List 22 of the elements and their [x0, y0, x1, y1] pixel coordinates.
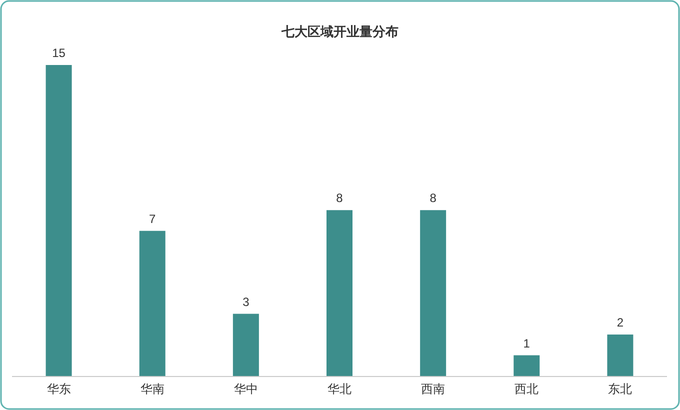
bar: [607, 334, 634, 376]
x-tick-label: 华南: [140, 382, 164, 396]
data-label: 15: [52, 46, 66, 60]
bar: [46, 65, 72, 376]
x-tick-label: 东北: [608, 382, 632, 396]
x-tick-label: 华东: [46, 382, 71, 396]
x-tick-label: 西北: [514, 382, 539, 396]
chart-title: 七大区域开业量分布: [280, 24, 398, 39]
x-tick-label: 华北: [328, 382, 352, 396]
bar: [232, 314, 259, 376]
bar: [420, 210, 446, 376]
bar: [139, 230, 166, 376]
data-label: 7: [149, 212, 156, 226]
data-label: 8: [336, 191, 344, 206]
data-label: 3: [242, 294, 250, 309]
x-tick-label: 华中: [234, 382, 258, 396]
data-label: 2: [616, 316, 624, 330]
bar: [514, 355, 540, 376]
x-tick-label: 西南: [421, 382, 446, 396]
bar: [326, 210, 352, 376]
data-label: 1: [523, 336, 530, 350]
data-label: 8: [430, 191, 437, 206]
